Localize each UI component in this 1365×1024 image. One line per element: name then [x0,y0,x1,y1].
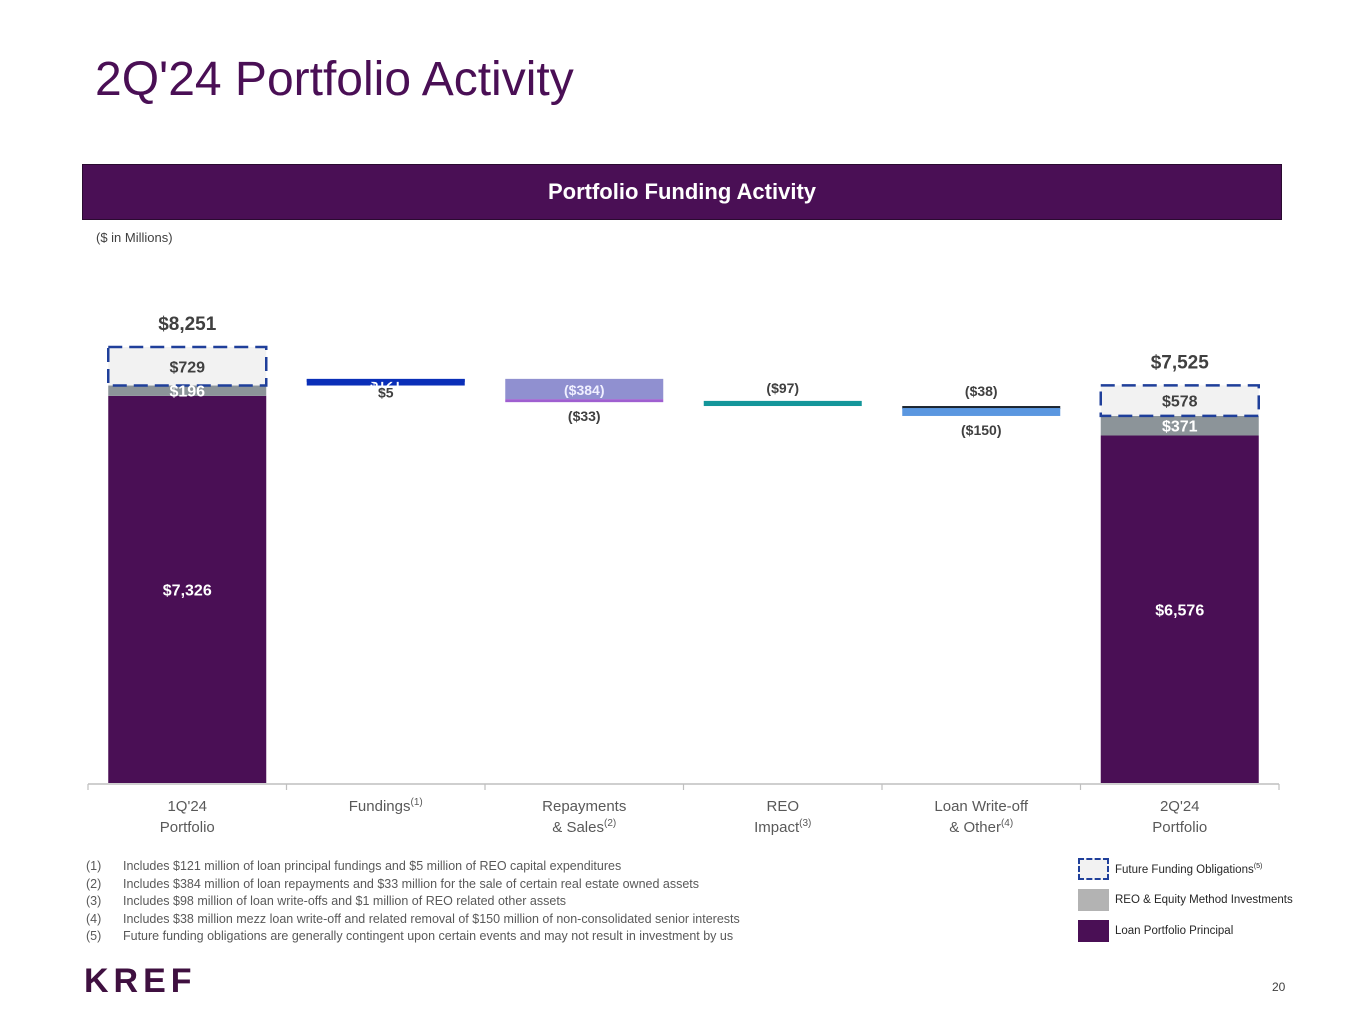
reo-value-label: $196 [169,384,205,401]
category-label: 1Q'24 Portfolio [160,798,215,836]
category-label: Repayments & Sales(2) [542,798,626,836]
chart-legend: Future Funding Obligations(5) REO & Equi… [1078,857,1293,950]
chart-banner: Portfolio Funding Activity [82,164,1282,220]
legend-label-reo: REO & Equity Method Investments [1115,894,1293,906]
legend-item-future-funding: Future Funding Obligations(5) [1078,857,1293,881]
loan-value-label: $7,326 [163,582,212,599]
units-note: ($ in Millions) [96,230,173,245]
reo-value-label: $371 [1162,419,1198,436]
category-label: 2Q'24 Portfolio [1152,798,1207,836]
legend-item-reo: REO & Equity Method Investments [1078,888,1293,912]
segment-value-label: $121 [370,374,401,390]
total-value-label: $7,525 [1151,352,1210,373]
reo-bar [1100,415,1259,436]
category-label: Fundings(1) [349,797,423,815]
reo-bar [108,385,267,396]
legend-swatch-reo [1078,889,1109,911]
legend-label-future: Future Funding Obligations(5) [1115,862,1263,876]
footnote-5: (5) Future funding obligations are genera… [86,929,734,944]
segment-value-label: $5 [378,385,394,401]
waterfall-segment [505,399,664,403]
future-value-label: $578 [1162,394,1198,411]
waterfall-chart: $7,326 $196 $729 $8,251 $6,576 $371 $578 $7,525… [87,314,1280,836]
footnote-3: (3) Includes $98 million of loan write-of… [86,894,567,909]
loan-portfolio-bar [1100,435,1259,783]
loan-portfolio-bar [108,395,267,783]
segment-value-label: ($384) [564,382,604,398]
footnote-4: (4) Includes $38 million mezz loan write-… [86,911,740,926]
waterfall-segment [306,378,465,382]
waterfall-segment [902,408,1061,416]
future-funding-bar [1099,384,1260,418]
waterfall-segment [703,400,862,407]
waterfall-segment [306,379,465,386]
footnote-2: (2) Includes $384 million of loan repayme… [86,876,700,891]
legend-swatch-future [1078,858,1109,880]
footnote-1: (1) Includes $121 million of loan princip… [86,859,622,873]
page-title: 2Q'24 Portfolio Activity [95,53,574,106]
segment-value-label: ($97) [766,380,799,396]
waterfall-segment [902,406,1061,410]
category-label: Loan Write-off & Other(4) [934,798,1028,836]
segment-value-label: ($150) [961,422,1001,438]
page-number: 20 [1272,980,1286,994]
total-value-label: $8,251 [158,314,217,335]
kref-logo: KREF [84,962,197,1000]
segment-value-label: ($38) [965,383,998,399]
legend-label-loan: Loan Portfolio Principal [1115,925,1234,937]
legend-swatch-loan [1078,920,1109,942]
segment-value-label: ($33) [568,408,601,424]
category-label: REO Impact(3) [754,798,811,836]
future-funding-bar [107,345,268,387]
legend-item-loan: Loan Portfolio Principal [1078,919,1293,943]
loan-value-label: $6,576 [1155,602,1204,619]
future-value-label: $729 [169,359,205,376]
footnotes: (1) Includes $121 million of loan princip… [86,858,740,946]
waterfall-segment [505,378,664,400]
